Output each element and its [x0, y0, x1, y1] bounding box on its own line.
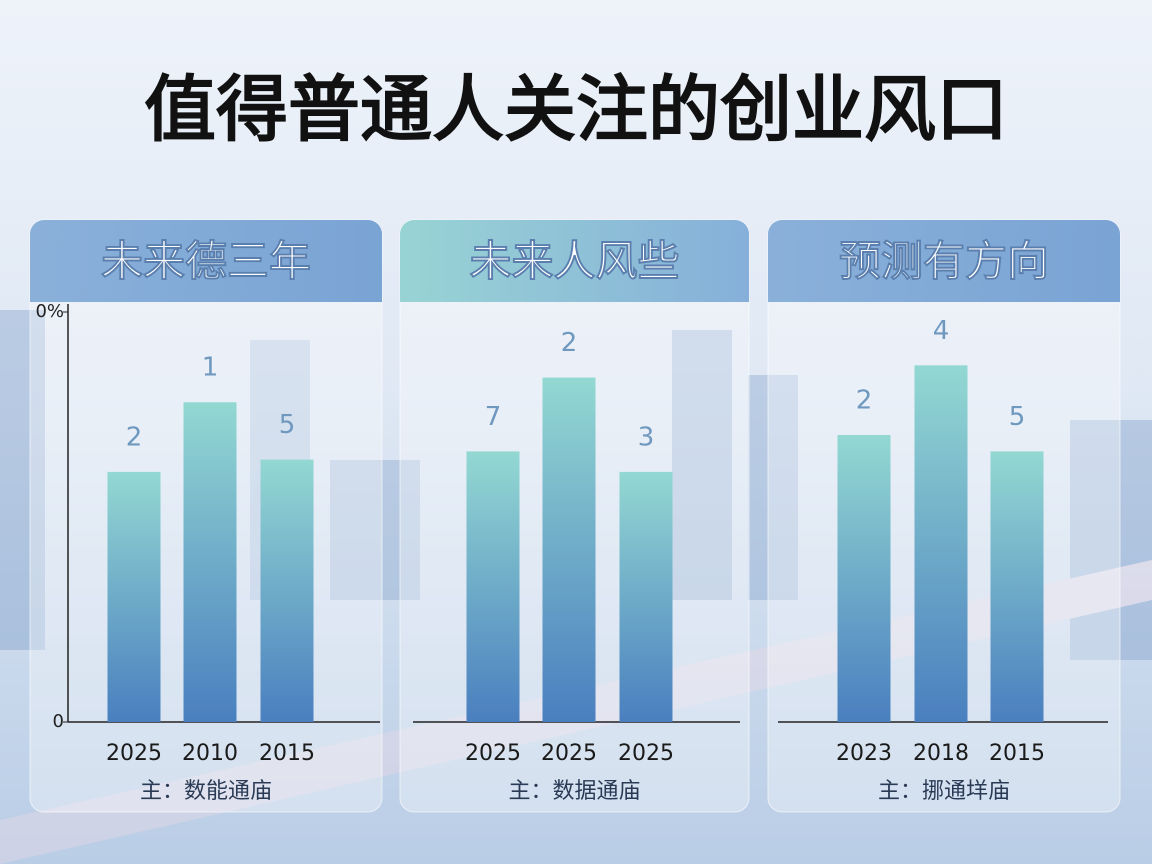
bar-annotation: 1	[202, 353, 219, 383]
x-tick-label: 2025	[106, 741, 162, 766]
bar	[107, 471, 161, 722]
x-tick-label: 2025	[465, 741, 521, 766]
chart-panel: 未来人风些 7 2025 2 2025 3 2025 主：数据通庙	[399, 219, 750, 813]
chart-panel: 未来德三年 0 0% 2 2025 1 2010 5 2015 主：数能通庙	[29, 219, 383, 813]
bar-annotation: 2	[856, 386, 873, 416]
x-tick-label: 2018	[913, 741, 969, 766]
bar	[837, 435, 891, 722]
page-title: 值得普通人关注的创业风口	[144, 68, 1008, 152]
bar-annotation: 5	[1009, 402, 1026, 432]
x-tick-label: 2025	[618, 741, 674, 766]
bar	[542, 377, 596, 722]
bar-annotation: 7	[485, 402, 502, 432]
panel-header	[400, 220, 749, 302]
bar-annotation: 2	[126, 422, 143, 452]
x-tick-label: 2023	[836, 741, 892, 766]
y-tick-label: 0%	[35, 301, 64, 322]
bar	[914, 365, 968, 722]
bar	[619, 471, 673, 722]
source-note: 主：挪通垟庙	[878, 779, 1010, 804]
panel-title: 未来人风些	[469, 237, 679, 286]
x-tick-label: 2015	[989, 741, 1045, 766]
bar-annotation: 5	[279, 410, 296, 440]
bar-annotation: 4	[933, 316, 950, 346]
bar-annotation: 3	[638, 422, 655, 452]
bar-annotation: 2	[561, 328, 578, 358]
x-tick-label: 2025	[541, 741, 597, 766]
chart-panel: 预测有方向 2 2023 4 2018 5 2015 主：挪通垟庙	[767, 219, 1121, 813]
panels: 未来德三年 0 0% 2 2025 1 2010 5 2015 主：数能通庙 未来人风些 7 2025 2…	[29, 219, 1121, 813]
bar	[260, 459, 314, 722]
bar	[990, 451, 1044, 722]
y-tick-label: 0	[53, 711, 64, 732]
panel-header	[768, 220, 1120, 302]
x-tick-label: 2010	[182, 741, 238, 766]
bar	[466, 451, 520, 722]
bar	[183, 402, 237, 722]
x-tick-label: 2015	[259, 741, 315, 766]
panel-header	[30, 220, 382, 302]
panel-title: 未来德三年	[101, 237, 311, 286]
source-note: 主：数据通庙	[508, 779, 640, 804]
panel-title: 预测有方向	[839, 237, 1049, 286]
source-note: 主：数能通庙	[140, 779, 272, 804]
